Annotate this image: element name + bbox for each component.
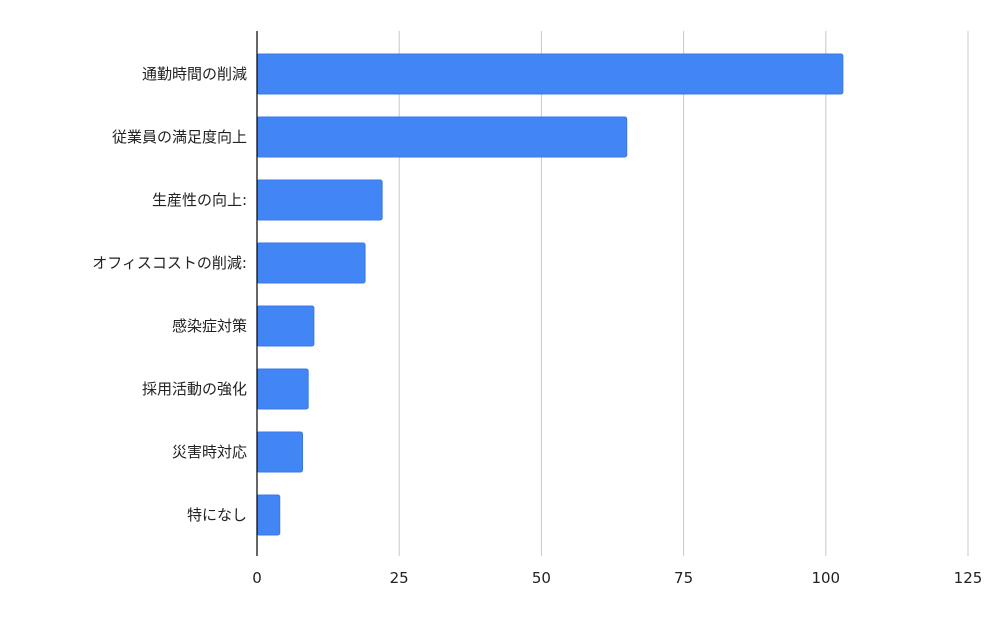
x-tick-label: 125 (954, 569, 983, 587)
category-label: 感染症対策 (172, 317, 247, 335)
category-label: 通勤時間の削減 (142, 65, 247, 83)
x-tick-label: 25 (390, 569, 409, 587)
bar (256, 431, 304, 473)
category-label: 特になし (187, 506, 247, 524)
bar (256, 53, 844, 95)
gridlines (398, 31, 969, 556)
x-tick-label: 100 (811, 569, 840, 587)
bar (256, 494, 281, 536)
category-label: 採用活動の強化 (142, 380, 247, 398)
x-tick-label: 50 (532, 569, 551, 587)
x-tick-labels: 0 25 50 75 100 125 (252, 569, 982, 587)
category-label: 従業員の満足度向上 (112, 128, 247, 146)
category-label: オフィスコストの削減: (92, 254, 247, 272)
bar (256, 242, 366, 284)
bar (256, 305, 315, 347)
category-label: 生産性の向上: (152, 191, 247, 209)
category-label: 災害時対応 (172, 443, 247, 461)
bar (256, 368, 309, 410)
x-tick-label: 0 (252, 569, 262, 587)
x-tick-label: 75 (674, 569, 693, 587)
bar (256, 116, 628, 158)
bars (256, 53, 844, 536)
bar (256, 179, 383, 221)
